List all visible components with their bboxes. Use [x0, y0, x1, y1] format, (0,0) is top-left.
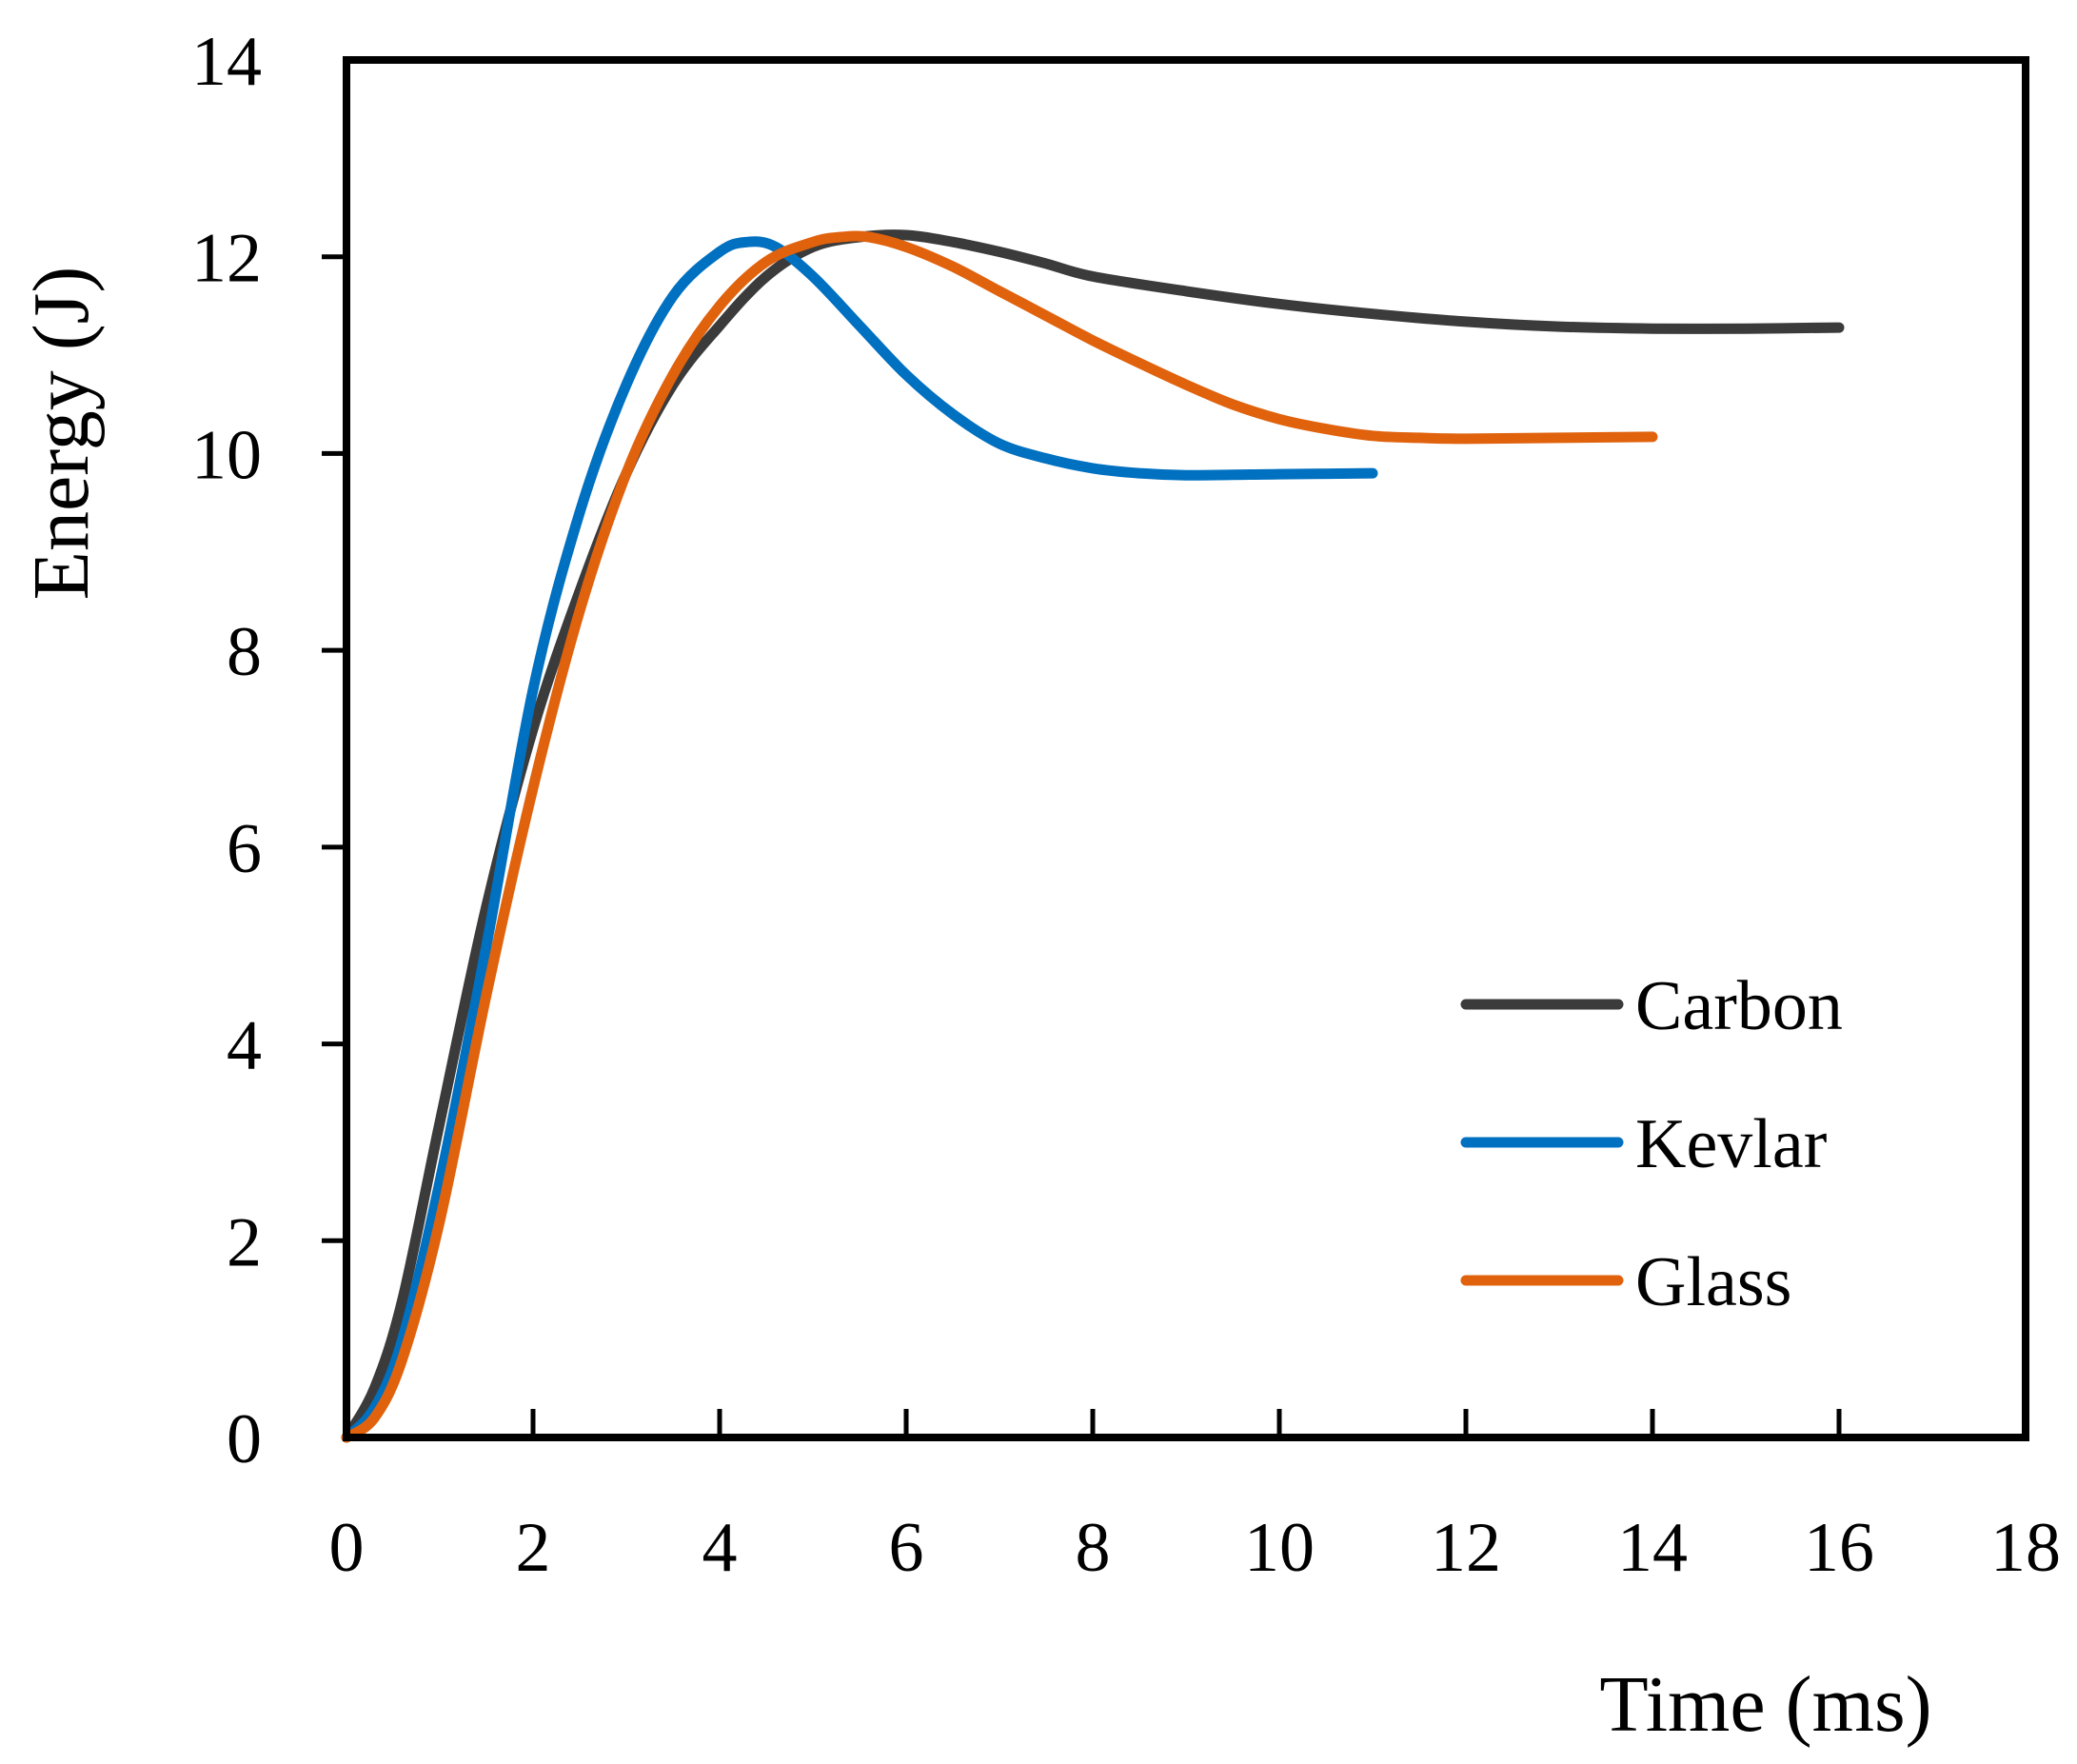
legend-label-kevlar: Kevlar: [1635, 1105, 1827, 1183]
x-axis-title: Time (ms): [1599, 1660, 1931, 1749]
y-tick-label-8: 8: [227, 613, 262, 691]
x-tick-label-4: 4: [702, 1509, 738, 1587]
y-tick-label-4: 4: [227, 1007, 262, 1085]
x-axis-tick-labels: 0 2 4 6 8 10 12 14 16 18: [329, 1509, 2062, 1587]
series-line-carbon: [341, 229, 1845, 1443]
plot-frame: [343, 56, 2029, 1441]
x-tick-label-2: 2: [516, 1509, 551, 1587]
series-layer: [341, 229, 1845, 1443]
y-axis-title: Energy (J): [17, 267, 106, 601]
y-tick-label-12: 12: [191, 220, 262, 298]
y-axis-tick-labels: 0 2 4 6 8 10 12 14: [191, 23, 262, 1478]
series-line-kevlar: [341, 236, 1378, 1443]
x-tick-label-0: 0: [329, 1509, 365, 1587]
x-tick-label-18: 18: [1990, 1509, 2061, 1587]
x-axis-ticks: [530, 1409, 1842, 1437]
legend-label-carbon: Carbon: [1635, 967, 1843, 1045]
x-tick-label-10: 10: [1244, 1509, 1315, 1587]
y-tick-label-0: 0: [227, 1400, 262, 1478]
y-tick-label-6: 6: [227, 810, 262, 888]
x-tick-label-16: 16: [1804, 1509, 1874, 1587]
y-axis-ticks: [322, 254, 346, 1243]
legend-label-glass: Glass: [1635, 1243, 1791, 1321]
x-tick-label-12: 12: [1431, 1509, 1501, 1587]
x-tick-label-14: 14: [1617, 1509, 1688, 1587]
x-tick-label-6: 6: [889, 1509, 924, 1587]
y-tick-label-2: 2: [227, 1203, 262, 1281]
y-tick-label-10: 10: [191, 416, 262, 494]
series-line-glass: [341, 230, 1658, 1443]
x-tick-label-8: 8: [1076, 1509, 1111, 1587]
y-tick-label-14: 14: [191, 23, 262, 101]
legend: Carbon Kevlar Glass: [1460, 967, 1843, 1321]
